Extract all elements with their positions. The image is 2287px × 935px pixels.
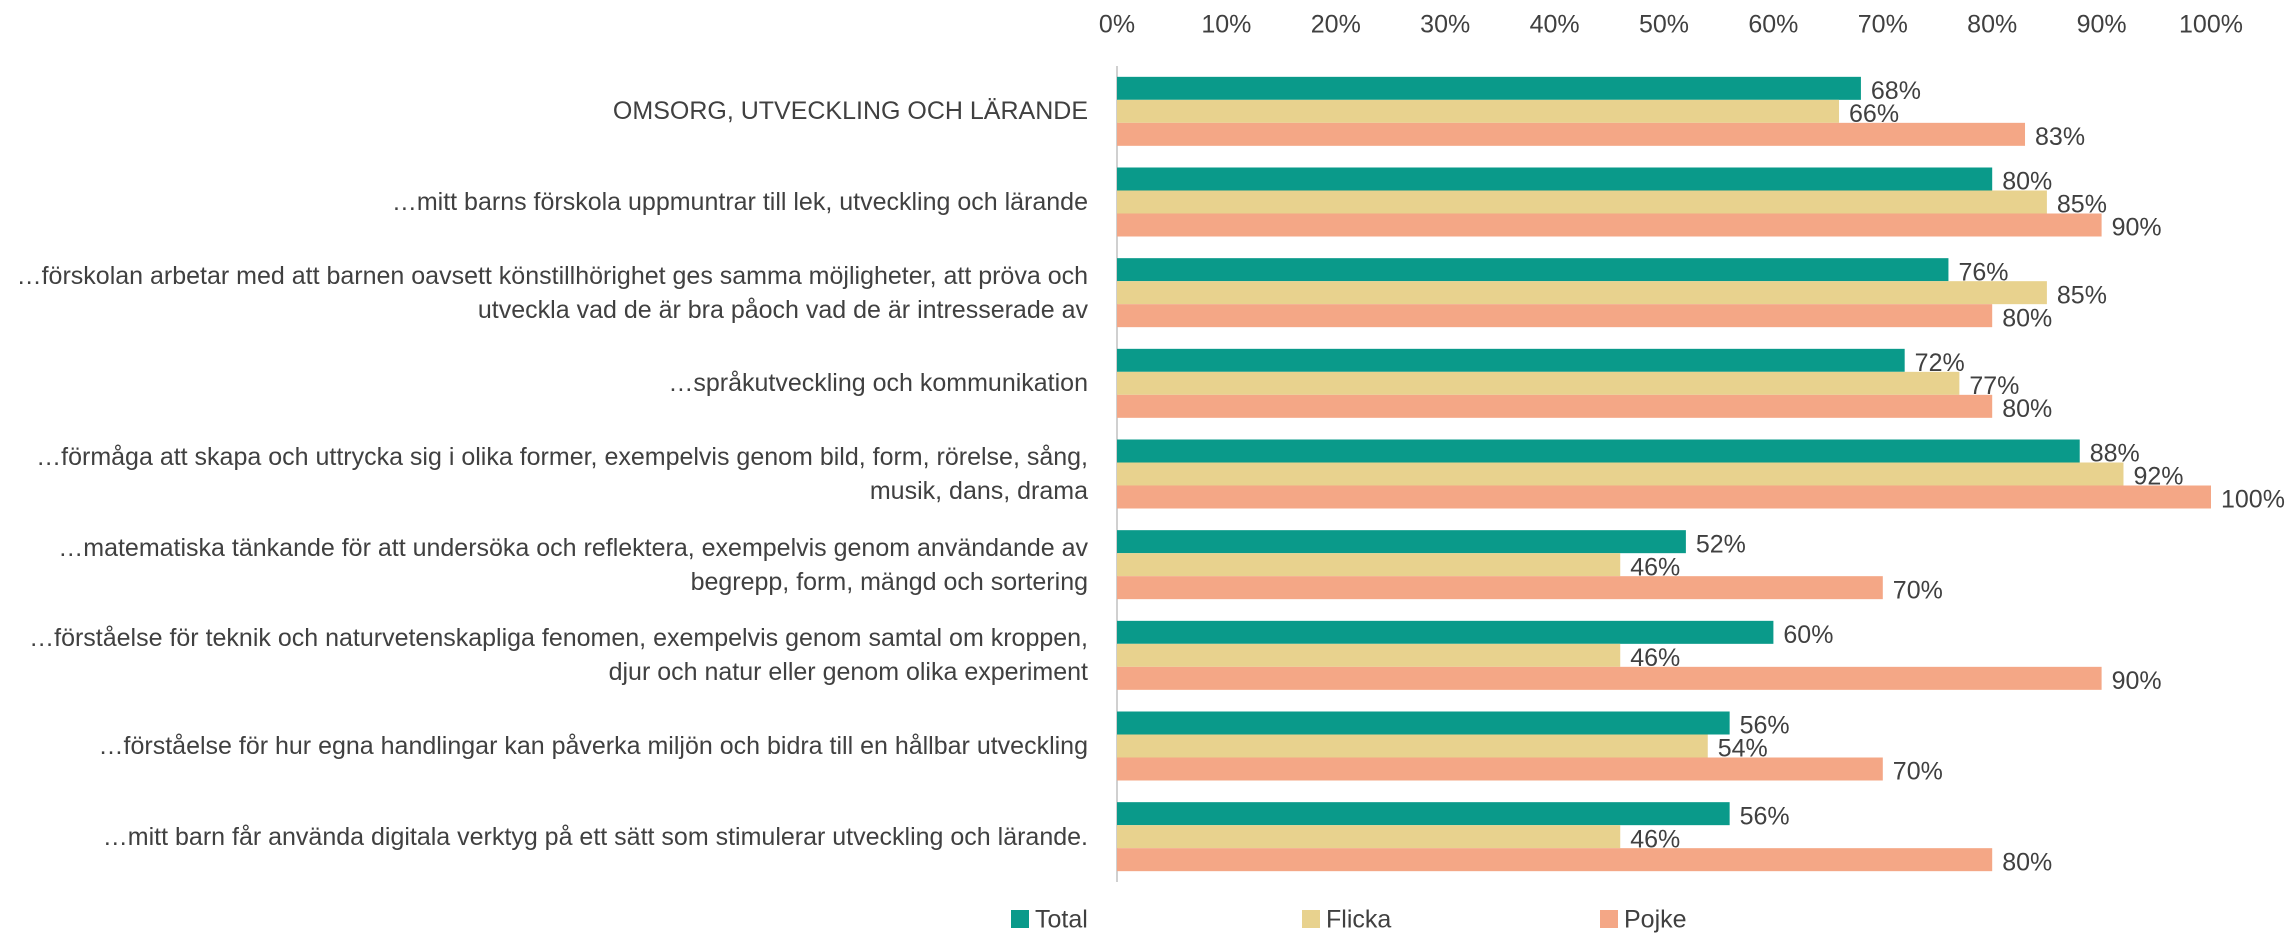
legend-swatch: [1011, 910, 1029, 928]
bar: [1117, 553, 1621, 577]
y-tick-label: …förståelse för hur egna handlingar kan …: [98, 732, 1088, 760]
bar: [1117, 394, 1993, 418]
x-tick-label: 50%: [1639, 11, 1689, 39]
data-label: 80%: [2002, 304, 2052, 332]
y-tick-label: …förståelse för teknik och naturvetenska…: [29, 624, 1088, 687]
x-tick-label: 70%: [1858, 11, 1908, 39]
legend-label: Pojke: [1624, 906, 1687, 934]
x-tick-label: 40%: [1530, 11, 1580, 39]
data-label: 85%: [2057, 281, 2107, 309]
bar: [1117, 666, 2102, 690]
data-label: 60%: [1783, 621, 1833, 649]
bar: [1117, 439, 2080, 463]
data-label: 56%: [1740, 802, 1790, 830]
data-label: 83%: [2035, 123, 2085, 151]
bar: [1117, 848, 1993, 872]
y-tick-label: …matematiska tänkande för att undersöka …: [58, 533, 1088, 596]
data-label: 70%: [1893, 576, 1943, 604]
bar: [1117, 643, 1621, 667]
legend-swatch: [1600, 910, 1618, 928]
data-label: 100%: [2221, 486, 2285, 514]
bar: [1117, 304, 1993, 328]
data-label: 90%: [2112, 667, 2162, 695]
bar: [1117, 371, 1960, 395]
legend-swatch: [1302, 910, 1320, 928]
bar: [1117, 281, 2047, 305]
bar: [1117, 825, 1621, 849]
bar: [1117, 462, 2124, 486]
data-label: 52%: [1696, 530, 1746, 558]
bar: [1117, 530, 1686, 554]
data-label: 80%: [2002, 395, 2052, 423]
bar: [1117, 122, 2026, 146]
x-tick-label: 10%: [1201, 11, 1251, 39]
bar: [1117, 485, 2211, 509]
bar: [1117, 620, 1774, 644]
x-tick-label: 100%: [2179, 11, 2243, 39]
x-tick-label: 80%: [1967, 11, 2017, 39]
x-tick-label: 60%: [1748, 11, 1798, 39]
bar: [1117, 99, 1840, 123]
bar: [1117, 348, 1905, 372]
bar: [1117, 190, 2047, 214]
y-tick-label: …mitt barn får använda digitala verktyg …: [102, 822, 1088, 851]
x-tick-label: 0%: [1099, 11, 1135, 39]
y-tick-label: …förskolan arbetar med att barnen oavset…: [16, 261, 1088, 324]
data-label: 90%: [2112, 214, 2162, 242]
data-label: 80%: [2002, 848, 2052, 876]
data-label: 68%: [1871, 77, 1921, 105]
bar: [1117, 258, 1949, 282]
bar: [1117, 167, 1993, 191]
y-tick-label: …språkutveckling och kommunikation: [668, 369, 1088, 398]
y-tick-label: …mitt barns förskola uppmuntrar till lek…: [391, 188, 1088, 216]
bar: [1117, 757, 1883, 781]
bar: [1117, 802, 1730, 826]
bar: [1117, 734, 1708, 758]
data-label: 70%: [1893, 758, 1943, 786]
bar: [1117, 711, 1730, 735]
x-tick-label: 90%: [2077, 11, 2127, 39]
legend-label: Flicka: [1326, 906, 1391, 934]
x-tick-label: 30%: [1420, 11, 1470, 39]
x-tick-label: 20%: [1311, 11, 1361, 39]
y-tick-label: …förmåga att skapa och uttrycka sig i ol…: [36, 443, 1088, 505]
legend-label: Total: [1035, 906, 1088, 934]
bar: [1117, 213, 2102, 237]
data-label: 56%: [1740, 712, 1790, 740]
y-tick-label: OMSORG, UTVECKLING OCH LÄRANDE: [612, 97, 1088, 126]
bar: [1117, 76, 1861, 100]
bar: [1117, 576, 1883, 600]
